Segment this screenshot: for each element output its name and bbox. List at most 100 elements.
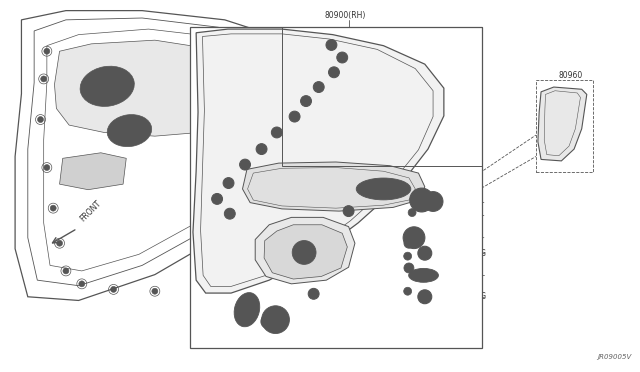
Circle shape: [292, 241, 316, 264]
Bar: [536, 80, 593, 172]
Text: 08146-6162G: 08146-6162G: [435, 249, 486, 258]
Circle shape: [267, 311, 284, 328]
Text: 08540-51200: 08540-51200: [274, 311, 324, 320]
Circle shape: [63, 268, 69, 274]
Ellipse shape: [114, 121, 145, 141]
Text: 80900FB: 80900FB: [194, 86, 228, 94]
Text: 26422: 26422: [356, 215, 380, 224]
Polygon shape: [60, 153, 126, 190]
Polygon shape: [255, 217, 355, 284]
Circle shape: [403, 227, 425, 248]
Circle shape: [44, 164, 50, 170]
Circle shape: [410, 188, 433, 212]
Circle shape: [225, 208, 236, 219]
Text: B: B: [422, 294, 428, 299]
Circle shape: [326, 39, 337, 51]
Circle shape: [404, 238, 414, 248]
Polygon shape: [243, 162, 425, 211]
Circle shape: [297, 246, 311, 259]
Circle shape: [404, 263, 414, 273]
Circle shape: [329, 42, 334, 48]
Circle shape: [111, 286, 116, 292]
Text: (1): (1): [446, 300, 456, 310]
Text: 80834N: 80834N: [191, 215, 221, 224]
Text: 80900FB: 80900FB: [269, 57, 303, 66]
Circle shape: [223, 177, 234, 189]
Circle shape: [271, 127, 282, 138]
Circle shape: [152, 288, 158, 294]
Circle shape: [44, 48, 50, 54]
Circle shape: [212, 193, 223, 204]
Circle shape: [316, 84, 321, 90]
Ellipse shape: [239, 298, 255, 321]
Circle shape: [340, 55, 345, 60]
Circle shape: [262, 306, 289, 334]
Text: 80932H: 80932H: [218, 311, 248, 320]
Circle shape: [311, 291, 316, 296]
Text: (13): (13): [282, 321, 298, 330]
Text: 80900FB: 80900FB: [209, 141, 243, 150]
Text: 80900F: 80900F: [274, 38, 302, 47]
Circle shape: [337, 52, 348, 63]
Circle shape: [256, 144, 267, 154]
Circle shape: [41, 76, 47, 82]
Ellipse shape: [88, 72, 127, 100]
Bar: [190, 27, 482, 349]
Ellipse shape: [363, 182, 404, 196]
Circle shape: [193, 281, 199, 287]
Circle shape: [227, 211, 232, 216]
Text: 68780N: 68780N: [196, 198, 226, 207]
Circle shape: [301, 96, 312, 106]
Polygon shape: [538, 87, 587, 161]
Circle shape: [408, 209, 416, 217]
Polygon shape: [54, 40, 244, 136]
Text: 80974: 80974: [441, 208, 465, 217]
Bar: [282, 27, 482, 166]
Text: 80900G: 80900G: [287, 97, 317, 106]
Ellipse shape: [80, 66, 134, 106]
Circle shape: [407, 231, 421, 245]
Circle shape: [328, 67, 339, 78]
Circle shape: [308, 288, 319, 299]
Polygon shape: [193, 29, 444, 293]
Ellipse shape: [409, 269, 438, 282]
Text: FRONT: FRONT: [79, 198, 103, 223]
Circle shape: [418, 290, 432, 304]
Text: 68760M: 68760M: [441, 196, 472, 205]
Text: JR09005V: JR09005V: [597, 354, 631, 360]
Ellipse shape: [234, 293, 260, 327]
Circle shape: [303, 99, 308, 103]
Circle shape: [239, 159, 250, 170]
Text: 80950N: 80950N: [453, 231, 483, 240]
Circle shape: [289, 111, 300, 122]
Polygon shape: [15, 11, 307, 301]
Circle shape: [50, 205, 56, 211]
Circle shape: [38, 116, 44, 122]
Circle shape: [404, 287, 412, 295]
Circle shape: [413, 192, 429, 208]
Circle shape: [226, 180, 231, 186]
Text: 08146-6302G: 08146-6302G: [435, 292, 486, 301]
Ellipse shape: [108, 115, 152, 147]
Circle shape: [214, 196, 220, 201]
Circle shape: [259, 147, 264, 151]
Circle shape: [275, 130, 279, 135]
Text: SEC.800: SEC.800: [205, 28, 237, 37]
Circle shape: [343, 206, 354, 217]
Text: (1): (1): [446, 257, 456, 266]
Circle shape: [418, 246, 432, 260]
Text: 80901E: 80901E: [234, 123, 263, 132]
Text: S: S: [266, 319, 270, 324]
Circle shape: [56, 240, 63, 246]
Polygon shape: [264, 225, 348, 279]
Text: 80900(RH): 80900(RH): [324, 11, 366, 20]
Circle shape: [313, 81, 324, 93]
Circle shape: [228, 268, 234, 274]
Circle shape: [261, 315, 275, 328]
Circle shape: [243, 162, 248, 167]
Text: 80960: 80960: [559, 71, 583, 80]
Ellipse shape: [356, 178, 411, 200]
Text: 80944P: 80944P: [453, 271, 483, 280]
Circle shape: [292, 114, 297, 119]
Circle shape: [332, 70, 337, 75]
